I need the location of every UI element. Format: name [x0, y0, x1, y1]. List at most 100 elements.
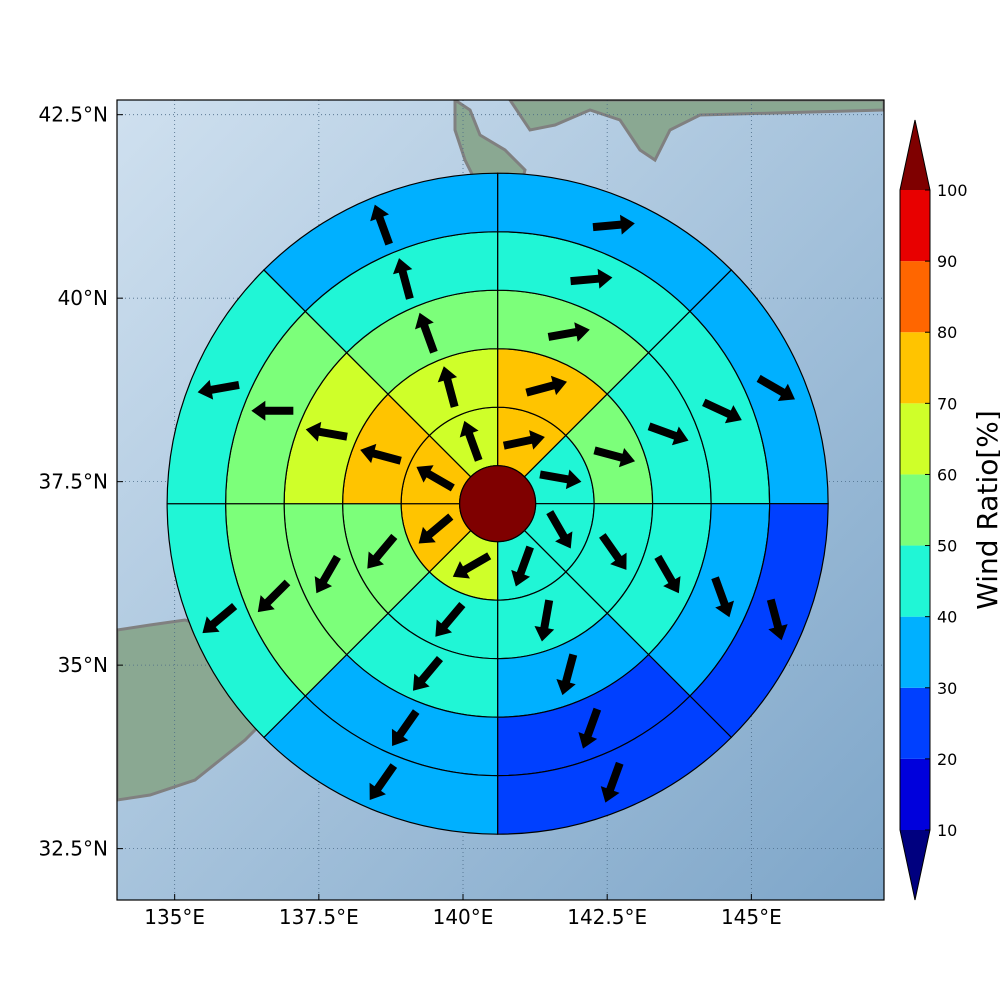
wind-arrow-shape	[391, 709, 420, 746]
y-tick-label: 37.5°N	[39, 470, 109, 494]
wind-arrow-shape	[766, 598, 788, 641]
colorbar-extend-min	[900, 830, 930, 900]
y-tick-label: 35°N	[58, 653, 108, 677]
colorbar-tick-label: 50	[937, 537, 957, 556]
colorbar-band	[900, 758, 930, 830]
wind-arrow	[756, 374, 795, 402]
colorbar-tick-label: 90	[937, 252, 957, 271]
wind-arrow	[546, 510, 573, 549]
wind-arrow-shape	[600, 761, 624, 803]
x-tick-label: 142.5°E	[567, 905, 647, 929]
y-tick-label: 42.5°N	[39, 103, 109, 127]
wind-arrow	[452, 552, 492, 579]
colorbar-tick-label: 10	[937, 821, 957, 840]
wind-arrow	[534, 599, 555, 642]
wind-arrow	[711, 576, 735, 618]
x-tick-label: 135°E	[144, 905, 205, 929]
wind-arrow	[314, 554, 341, 594]
wind-arrow	[599, 533, 627, 570]
wind-arrow-shape	[756, 374, 795, 402]
colorbar-tick-label: 80	[937, 323, 957, 342]
wind-arrow-shape	[370, 204, 393, 246]
wind-arrow	[197, 379, 240, 400]
map-panel: 135°E 137.5°E 140°E 142.5°E 145°E 42.5°N 40°N…	[39, 99, 885, 929]
wind-arrow-shape	[251, 400, 294, 421]
y-tick-label: 32.5°N	[39, 837, 109, 861]
colorbar-band	[900, 403, 930, 475]
wind-arrow-shape	[654, 554, 681, 594]
wind-arrow	[539, 469, 582, 490]
wind-arrow	[556, 653, 578, 696]
colorbar-tick-label: 40	[937, 608, 957, 627]
colorbar-tick-label: 100	[937, 181, 968, 200]
colorbar-extend-max	[900, 120, 930, 190]
wind-arrow-shape	[570, 268, 613, 289]
wind-arrow-shape	[539, 469, 582, 490]
wind-arrow	[525, 375, 567, 397]
wind-arrow-shape	[257, 579, 291, 613]
wind-arrow	[360, 443, 402, 465]
wind-arrow-shape	[711, 576, 735, 618]
wind-arrow-shape	[416, 465, 455, 492]
wind-arrow	[654, 554, 681, 594]
wind-arrow	[578, 707, 602, 749]
wind-arrow	[593, 446, 636, 468]
wind-arrow-shape	[418, 513, 454, 544]
wind-arrow-shape	[360, 443, 402, 465]
wind-rose	[166, 172, 829, 835]
wind-arrow-shape	[392, 258, 414, 300]
x-tick-label: 137.5°E	[279, 905, 359, 929]
colorbar-tick-label: 20	[937, 750, 957, 769]
colorbar-band	[900, 687, 930, 759]
wind-arrow-shape	[702, 398, 742, 424]
wind-arrow-shape	[534, 599, 555, 642]
colorbar-label: Wind Ratio[%]	[971, 410, 1000, 610]
wind-arrow-shape	[435, 601, 466, 637]
wind-arrow	[647, 422, 689, 446]
wind-arrow-shape	[502, 430, 545, 450]
wind-arrow-shape	[592, 214, 635, 235]
wind-arrow	[600, 761, 624, 803]
wind-arrow	[367, 533, 398, 569]
x-axis-ticks: 135°E 137.5°E 140°E 142.5°E 145°E	[144, 894, 782, 929]
wind-arrow-shape	[525, 375, 567, 397]
wind-arrow	[547, 322, 590, 342]
wind-arrow-shape	[202, 603, 238, 634]
wind-arrow	[702, 398, 742, 424]
colorbar-band	[900, 190, 930, 262]
wind-arrow	[392, 258, 414, 300]
rose-center-cell	[459, 465, 537, 543]
colorbar-tick-label: 30	[937, 679, 957, 698]
y-tick-label: 40°N	[58, 286, 108, 310]
x-tick-label: 140°E	[433, 905, 494, 929]
wind-arrow-shape	[546, 510, 573, 549]
wind-arrow	[511, 545, 534, 587]
wind-arrow	[437, 366, 459, 408]
colorbar: 10 20 30 40 50 60 70 80 90 100	[899, 119, 968, 901]
wind-arrow-shape	[556, 653, 578, 696]
wind-arrow	[305, 421, 348, 442]
wind-arrow	[391, 709, 420, 746]
wind-arrow-shape	[547, 322, 590, 342]
wind-arrow-shape	[197, 379, 240, 400]
wind-arrow	[414, 312, 438, 354]
wind-arrow	[416, 465, 455, 492]
wind-arrow	[257, 579, 291, 613]
colorbar-tick-label: 60	[937, 465, 957, 484]
wind-arrow-shape	[647, 422, 689, 446]
wind-arrow	[202, 603, 238, 634]
colorbar-band	[900, 474, 930, 546]
wind-arrow-shape	[511, 545, 534, 587]
wind-arrow-shape	[437, 366, 459, 408]
colorbar-band	[900, 545, 930, 617]
wind-arrow	[418, 513, 454, 544]
wind-arrow	[251, 400, 294, 421]
wind-arrow-shape	[459, 420, 483, 462]
wind-arrow	[435, 601, 466, 637]
wind-arrow-shape	[414, 312, 438, 354]
x-tick-label: 145°E	[721, 905, 782, 929]
wind-arrow-shape	[578, 707, 602, 749]
wind-arrow-shape	[599, 533, 627, 570]
